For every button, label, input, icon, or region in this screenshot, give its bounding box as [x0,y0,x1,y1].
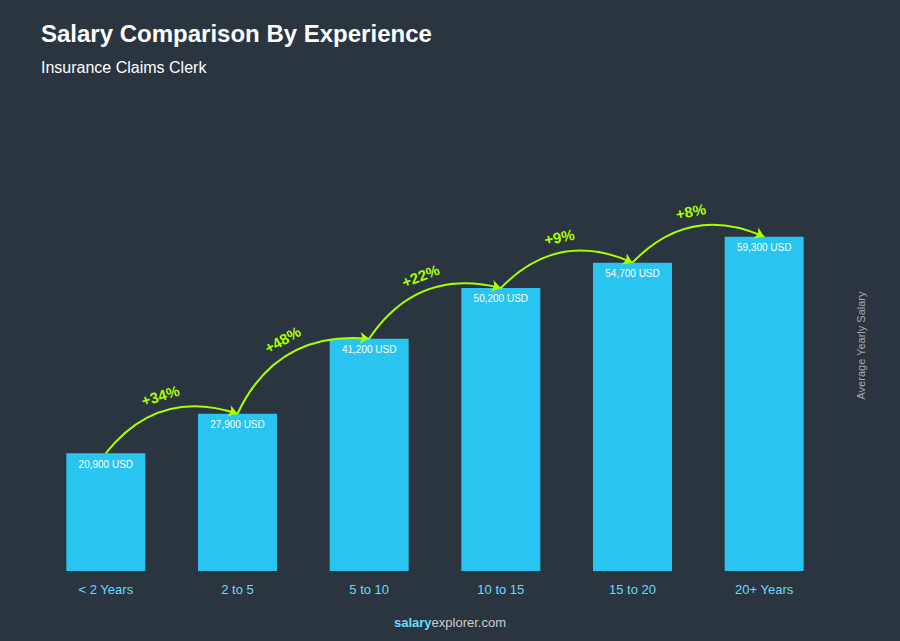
svg-text:Salary Comparison By Experienc: Salary Comparison By Experience [41,20,432,47]
svg-text:+9%: +9% [543,226,576,248]
svg-text:salary: salary [394,615,432,630]
svg-text:10 to 15: 10 to 15 [477,582,524,597]
svg-text:27,900 USD: 27,900 USD [210,419,264,430]
svg-text:explorer.com: explorer.com [432,615,506,630]
svg-text:Insurance Claims Clerk: Insurance Claims Clerk [41,59,207,76]
svg-text:15 to 20: 15 to 20 [609,582,656,597]
svg-text:5 to 10: 5 to 10 [349,582,389,597]
svg-text:20+ Years: 20+ Years [735,582,794,597]
svg-text:59,300 USD: 59,300 USD [737,242,791,253]
svg-text:20,900 USD: 20,900 USD [79,459,133,470]
svg-text:Average Yearly Salary: Average Yearly Salary [855,291,867,400]
svg-text:+22%: +22% [399,261,441,291]
svg-text:2 to 5: 2 to 5 [221,582,254,597]
svg-text:41,200 USD: 41,200 USD [342,344,396,355]
svg-text:+8%: +8% [674,200,707,223]
svg-text:54,700 USD: 54,700 USD [605,268,659,279]
svg-text:+34%: +34% [139,382,181,409]
svg-text:+48%: +48% [261,323,303,357]
svg-text:< 2 Years: < 2 Years [79,582,134,597]
svg-text:50,200 USD: 50,200 USD [474,293,528,304]
